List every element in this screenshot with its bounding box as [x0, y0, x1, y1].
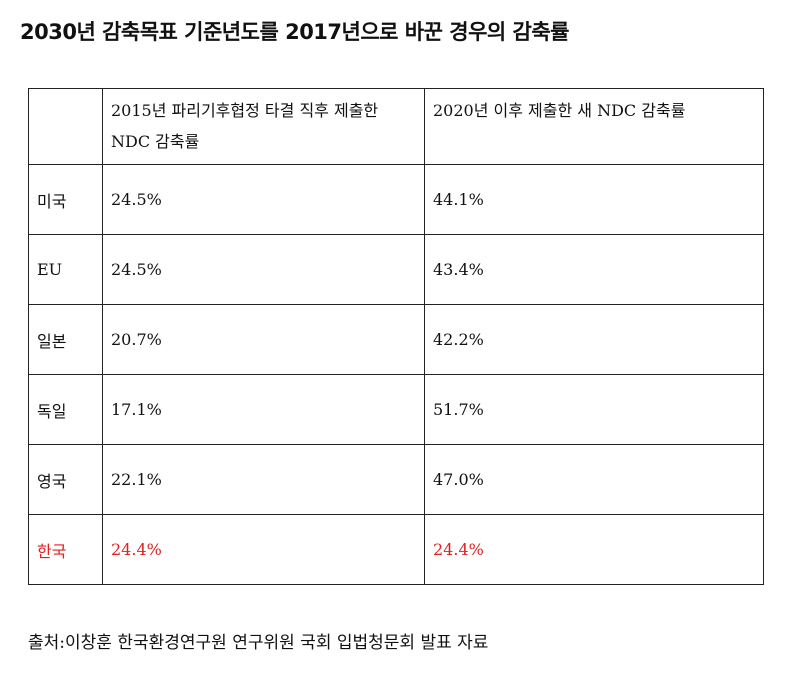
header-cell-empty	[28, 88, 103, 165]
ndc-2020-cell: 43.4%	[424, 234, 764, 305]
header-cell-ndc-2015: 2015년 파리기후협정 타결 직후 제출한 NDC 감축률	[102, 88, 425, 165]
table-row: 일본 20.7% 42.2%	[28, 304, 764, 375]
country-cell: 독일	[28, 374, 103, 445]
country-cell: 일본	[28, 304, 103, 375]
table-row-highlighted-korea: 한국 24.4% 24.4%	[28, 514, 764, 585]
country-cell: 영국	[28, 444, 103, 515]
table-row: 독일 17.1% 51.7%	[28, 374, 764, 445]
ndc-2020-cell: 47.0%	[424, 444, 764, 515]
ndc-2015-cell: 20.7%	[102, 304, 425, 375]
table-row: 미국 24.5% 44.1%	[28, 164, 764, 235]
ndc-2015-cell: 24.5%	[102, 234, 425, 305]
reduction-rate-table: 2015년 파리기후협정 타결 직후 제출한 NDC 감축률 2020년 이후 …	[28, 88, 764, 585]
ndc-2015-cell: 24.5%	[102, 164, 425, 235]
table-row: 영국 22.1% 47.0%	[28, 444, 764, 515]
ndc-2020-cell: 42.2%	[424, 304, 764, 375]
ndc-2020-cell: 51.7%	[424, 374, 764, 445]
header-cell-ndc-2020: 2020년 이후 제출한 새 NDC 감축률	[424, 88, 764, 165]
ndc-2020-cell: 24.4%	[424, 514, 764, 585]
country-cell: 한국	[28, 514, 103, 585]
ndc-2015-cell: 17.1%	[102, 374, 425, 445]
document-title: 2030년 감축목표 기준년도를 2017년으로 바꾼 경우의 감축률	[20, 20, 569, 44]
ndc-2015-cell: 24.4%	[102, 514, 425, 585]
table-header-row: 2015년 파리기후협정 타결 직후 제출한 NDC 감축률 2020년 이후 …	[28, 88, 764, 165]
country-cell: EU	[28, 234, 103, 305]
table-row: EU 24.5% 43.4%	[28, 234, 764, 305]
source-citation: 출처:이창훈 한국환경연구원 연구위원 국회 입법청문회 발표 자료	[28, 633, 489, 653]
ndc-2015-cell: 22.1%	[102, 444, 425, 515]
country-cell: 미국	[28, 164, 103, 235]
ndc-2020-cell: 44.1%	[424, 164, 764, 235]
